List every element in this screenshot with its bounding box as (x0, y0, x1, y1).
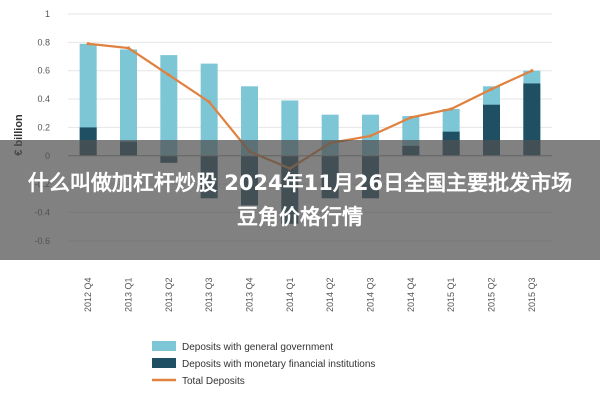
total-deposits-point (368, 134, 373, 138)
bar-general-government (241, 86, 258, 156)
x-tick-label: 2014 Q1 (285, 277, 295, 312)
bar-monetary-institutions (523, 83, 541, 156)
y-tick-label: 0.8 (37, 37, 50, 47)
x-tick-label: 2015 Q1 (446, 277, 456, 312)
y-tick-label: 0.6 (37, 66, 50, 76)
x-tick-label: 2015 Q3 (527, 277, 537, 312)
legend-swatch (152, 341, 176, 351)
x-tick-label: 2013 Q4 (245, 277, 255, 312)
y-tick-label: 0.4 (37, 94, 50, 104)
legend-swatch (152, 358, 176, 368)
legend-label: Deposits with general government (182, 342, 333, 353)
legend: Deposits with general government Deposits… (152, 341, 375, 387)
legend-label: Deposits with monetary financial institu… (182, 359, 375, 370)
x-tick-label: 2013 Q2 (164, 277, 174, 312)
x-tick-label: 2013 Q3 (204, 277, 214, 312)
total-deposits-point (530, 69, 534, 73)
total-deposits-point (449, 107, 453, 111)
y-tick-label: 1 (45, 9, 50, 19)
total-deposits-point (126, 46, 131, 50)
total-deposits-point (167, 73, 171, 77)
x-tick-label: 2013 Q1 (124, 277, 134, 312)
x-tick-labels: 2012 Q4 2013 Q1 2013 Q2 2013 Q3 2013 Q4 2014 … (83, 277, 537, 312)
total-deposits-point (489, 87, 494, 91)
title-overlay-banner: 什么叫做加杠杆炒股 2024年11月26日全国主要批发市场豆角价格行情 (0, 140, 600, 260)
bar-general-government (200, 63, 218, 156)
total-deposits-point (207, 100, 211, 104)
bar-general-government (120, 49, 137, 156)
legend-label: Total Deposits (182, 376, 245, 387)
x-tick-label: 2014 Q2 (325, 277, 335, 312)
x-tick-label: 2012 Q4 (83, 277, 93, 312)
y-tick-label: 0.2 (37, 122, 50, 132)
overlay-title: 什么叫做加杠杆炒股 2024年11月26日全国主要批发市场豆角价格行情 (27, 171, 573, 229)
bar-general-government (160, 55, 178, 156)
x-tick-label: 2015 Q2 (487, 277, 497, 312)
total-deposits-point (409, 115, 413, 120)
x-tick-label: 2014 Q3 (366, 277, 376, 312)
total-deposits-point (86, 42, 90, 46)
x-tick-label: 2014 Q4 (406, 277, 416, 312)
